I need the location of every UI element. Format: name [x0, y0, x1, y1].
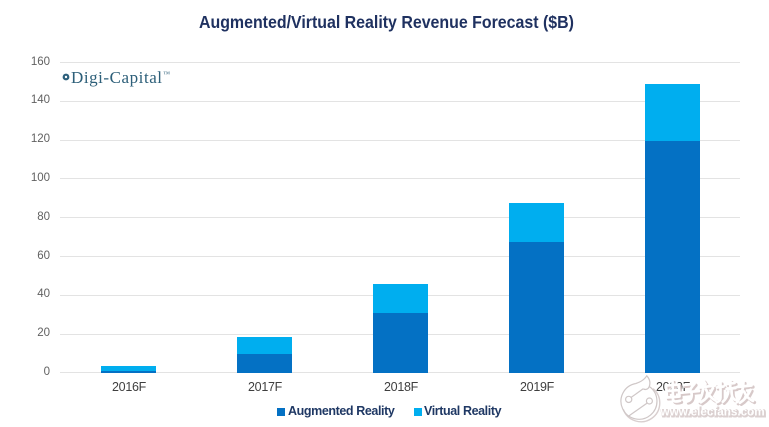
svg-text:www.elecfans.com: www.elecfans.com	[660, 406, 765, 419]
svg-text:www.elecfans.com: www.elecfans.com	[661, 407, 766, 420]
